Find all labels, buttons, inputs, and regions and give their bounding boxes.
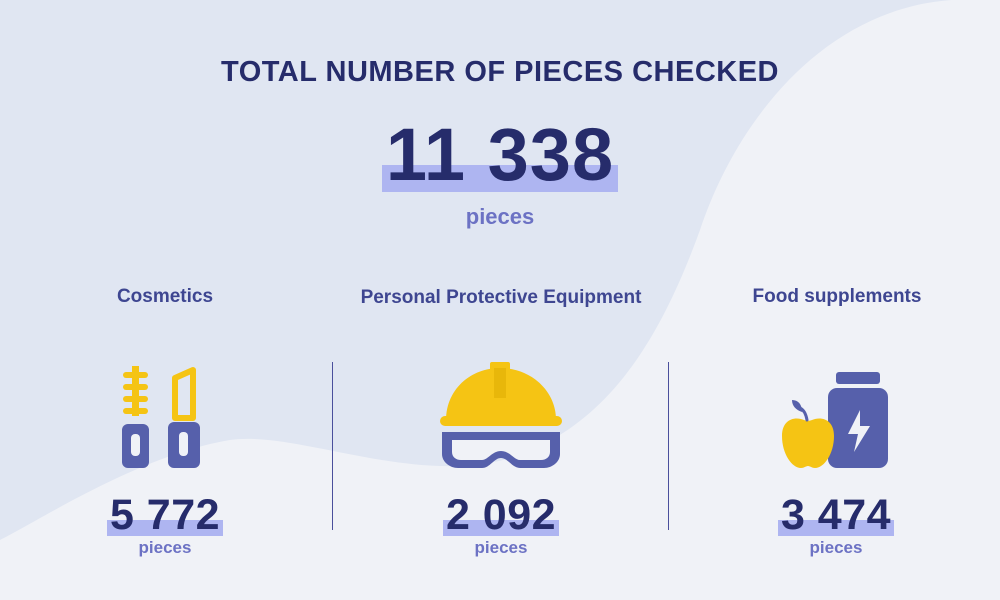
food-supplements-value: 3 474 — [777, 494, 895, 537]
hard-hat-goggles-icon — [440, 362, 562, 468]
ppe-value: 2 092 — [442, 494, 560, 537]
column-divider — [332, 362, 333, 530]
ppe-count: 2 092 — [351, 494, 651, 537]
food-supplements-unit: pieces — [809, 538, 863, 557]
supplement-jar-apple-icon — [782, 372, 888, 468]
column-divider — [668, 362, 669, 530]
category-label-food-supplements: Food supplements — [752, 286, 922, 307]
cosmetics-value: 5 772 — [106, 494, 224, 537]
lipstick-mascara-icon — [122, 366, 200, 468]
category-label-ppe: Personal Protective Equipment — [360, 287, 642, 308]
total-unit: pieces — [465, 204, 535, 229]
ppe-unit: pieces — [474, 538, 528, 557]
cosmetics-unit: pieces — [138, 538, 192, 557]
category-label-cosmetics: Cosmetics — [116, 286, 214, 307]
page-title: TOTAL NUMBER OF PIECES CHECKED — [221, 56, 779, 88]
total-count: 11 338 — [0, 118, 1000, 192]
cosmetics-count: 5 772 — [15, 494, 315, 537]
total-value: 11 338 — [381, 118, 619, 192]
food-supplements-count: 3 474 — [686, 494, 986, 537]
